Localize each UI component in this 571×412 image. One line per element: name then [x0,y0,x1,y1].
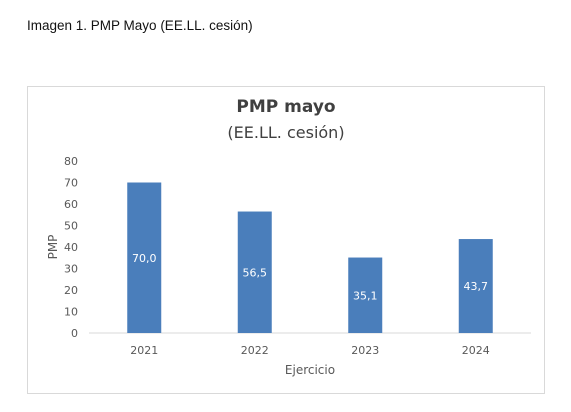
data-label: 56,5 [243,266,268,279]
y-tick-label: 30 [64,263,78,276]
y-tick-label: 80 [64,155,78,168]
x-axis-label: Ejercicio [285,363,335,377]
y-tick-label: 50 [64,220,78,233]
bar-2021 [127,182,162,333]
y-axis-label: PMP [46,235,60,260]
bar-2024 [458,239,493,333]
y-tick-label: 40 [64,241,78,254]
y-tick-label: 20 [64,284,78,297]
chart-subtitle: (EE.LL. cesión) [227,123,345,142]
chart-container: PMP mayo (EE.LL. cesión) Ejercicio PMP 0… [27,86,545,394]
chart-title: PMP mayo [236,97,336,117]
x-tick-label: 2022 [241,344,269,357]
x-tick-label: 2023 [351,344,379,357]
x-tick-label: 2021 [130,344,158,357]
data-label: 35,1 [353,289,378,302]
bar-2022 [237,211,272,333]
y-tick-label: 60 [64,198,78,211]
bar-2023 [348,257,383,333]
y-tick-label: 70 [64,177,78,190]
data-label: 70,0 [132,252,157,265]
y-tick-label: 10 [64,306,78,319]
x-tick-label: 2024 [462,344,490,357]
y-tick-label: 0 [71,327,78,340]
bar-chart: Ejercicio PMP 0 10 20 30 40 50 60 70 80 70,0 2021 5… [46,155,531,377]
figure-caption: Imagen 1. PMP Mayo (EE.LL. cesión) [27,18,253,33]
data-label: 43,7 [464,280,489,293]
